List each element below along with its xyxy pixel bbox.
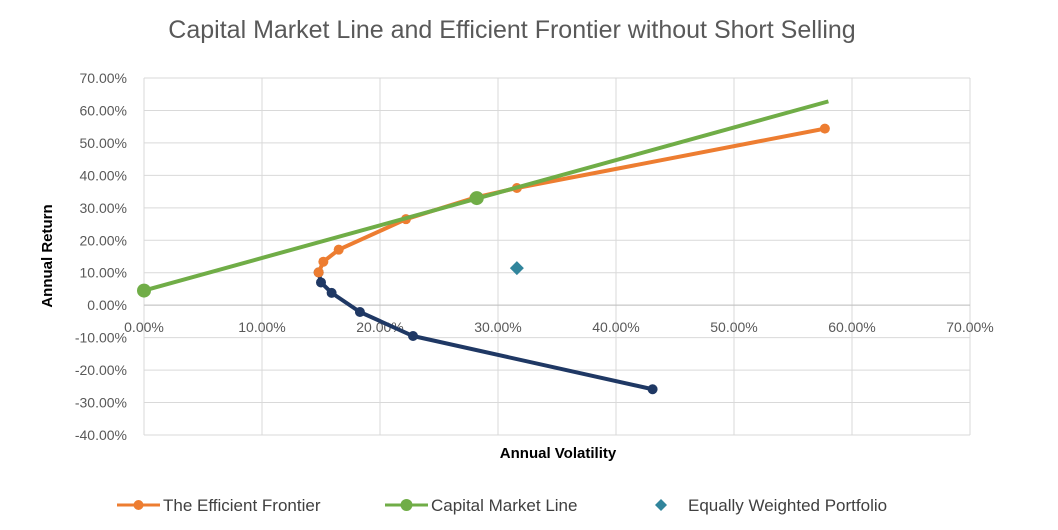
efficient-frontier-point: [333, 244, 344, 255]
x-axis-title: Annual Volatility: [500, 445, 617, 462]
equally-weighted-portfolio-point: [509, 261, 524, 276]
y-tick-label: -20.00%: [75, 362, 127, 378]
efficient-frontier-point: [313, 267, 324, 278]
legend-item-capital-market-line: Capital Market Line: [385, 496, 577, 515]
y-tick-label: 20.00%: [80, 232, 127, 248]
x-tick-label: 0.00%: [124, 319, 164, 335]
legend-marker-equally-weighted-portfolio: [655, 499, 667, 511]
efficient-frontier-point: [819, 123, 830, 134]
legend-item-efficient-frontier: The Efficient Frontier: [117, 496, 321, 515]
y-tick-label: 50.00%: [80, 135, 127, 151]
x-tick-label: 60.00%: [828, 319, 875, 335]
capital-market-line-point: [469, 191, 484, 206]
lower-frontier-point: [354, 306, 365, 317]
y-tick-label: 30.00%: [80, 200, 127, 216]
legend-item-equally-weighted-portfolio: Equally Weighted Portfolio: [655, 496, 887, 515]
legend-marker-capital-market-line: [400, 499, 413, 511]
series-layer: [137, 99, 830, 395]
legend-label-efficient-frontier: The Efficient Frontier: [163, 496, 321, 515]
lower-frontier-point: [326, 287, 337, 298]
x-tick-label: 70.00%: [946, 319, 993, 335]
capital-market-line: [143, 99, 829, 293]
legend-label-equally-weighted-portfolio: Equally Weighted Portfolio: [688, 496, 887, 515]
chart-title: Capital Market Line and Efficient Fronti…: [168, 16, 855, 44]
lower-frontier-point: [408, 331, 419, 342]
efficient-frontier-line: [316, 126, 826, 274]
lower-frontier-point: [316, 277, 326, 288]
x-tick-label: 10.00%: [238, 319, 285, 335]
legend-label-capital-market-line: Capital Market Line: [431, 496, 577, 515]
x-tick-label: 20.00%: [356, 319, 403, 335]
y-tick-label: -10.00%: [75, 330, 127, 346]
x-axis-ticks: 0.00% 10.00% 20.00% 30.00% 40.00% 50.00% 60.00…: [124, 319, 994, 335]
x-tick-label: 40.00%: [592, 319, 639, 335]
x-tick-label: 50.00%: [710, 319, 757, 335]
y-axis-title: Annual Return: [39, 204, 56, 307]
y-tick-label: 0.00%: [87, 297, 127, 313]
capital-market-line-point: [137, 283, 151, 298]
x-tick-label: 30.00%: [474, 319, 521, 335]
legend-marker-efficient-frontier: [133, 500, 144, 510]
y-tick-label: 10.00%: [80, 265, 127, 281]
lower-frontier-point: [647, 384, 658, 395]
y-tick-label: 40.00%: [80, 167, 127, 183]
legend: The Efficient Frontier Capital Market Li…: [117, 496, 887, 515]
efficient-frontier-point: [318, 256, 329, 267]
y-tick-label: 60.00%: [80, 102, 127, 118]
y-tick-label: 70.00%: [80, 70, 127, 86]
y-axis-ticks: 70.00% 60.00% 50.00% 40.00% 30.00% 20.00% 10.0…: [75, 70, 127, 443]
y-tick-label: -40.00%: [75, 427, 127, 443]
y-tick-label: -30.00%: [75, 395, 127, 411]
